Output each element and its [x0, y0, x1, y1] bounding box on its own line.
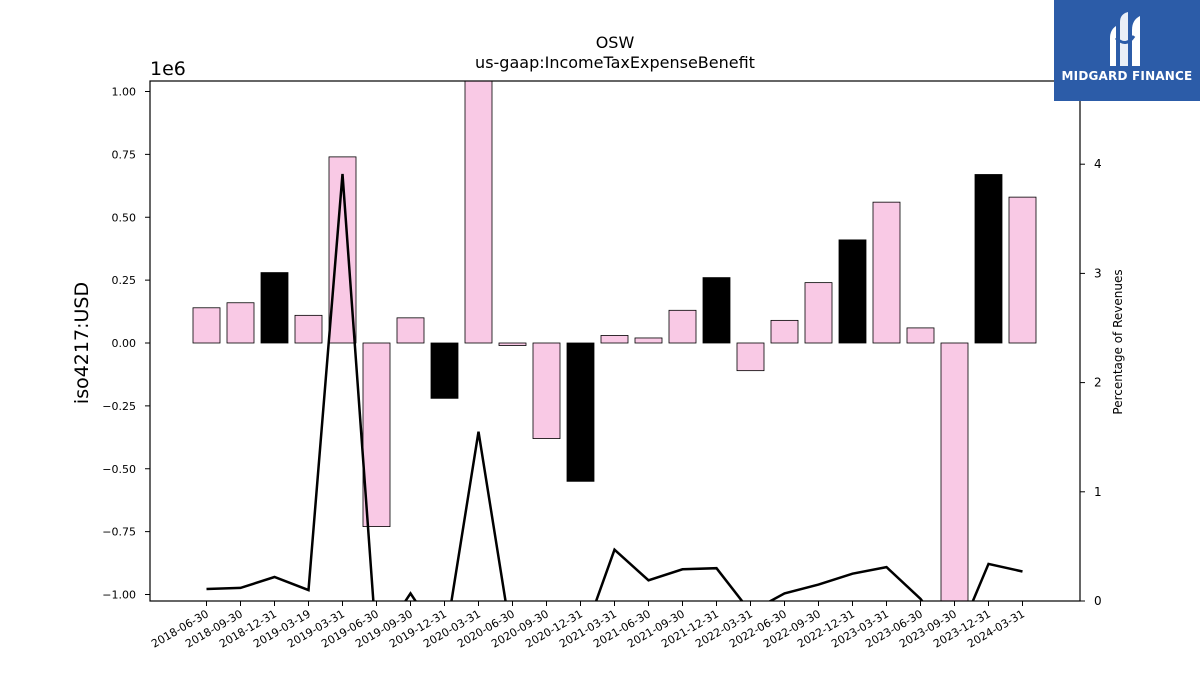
- bar-2018-06-30: [192, 307, 221, 344]
- chart-title: OSW: [596, 33, 635, 52]
- bar-2020-06-30: [498, 342, 527, 346]
- y-tick-label: 0.25: [112, 274, 137, 287]
- bar-2020-03-31: [464, 81, 493, 344]
- y-tick-label: 0.75: [112, 148, 137, 161]
- y2-axis-ticks: 0 1 2 3 4: [1080, 157, 1102, 608]
- bar-2020-09-30: [532, 342, 561, 439]
- bar-2020-12-31: [566, 342, 595, 482]
- bar-2023-06-30: [906, 327, 935, 344]
- bar-2022-06-30: [770, 319, 799, 344]
- y2-tick-label: 0: [1094, 594, 1102, 608]
- bar-group: [192, 81, 1037, 601]
- y2-tick-label: 2: [1094, 376, 1102, 390]
- y-tick-label: −1.00: [102, 589, 136, 602]
- y-tick-label: −0.25: [102, 400, 136, 413]
- y-axis-ticks: 1.00 0.75 0.50 0.25 0.00 −0.25 −0.50 −0.75 −1.00: [102, 86, 150, 602]
- chart-subtitle: us-gaap:IncomeTaxExpenseBenefit: [475, 53, 755, 72]
- bar-2019-12-31: [430, 342, 459, 399]
- y2-tick-label: 1: [1094, 485, 1102, 499]
- y-tick-label: 1.00: [112, 86, 137, 99]
- percentage-line: [206, 173, 1023, 601]
- bar-2021-06-30: [634, 337, 663, 344]
- logo-text: MIDGARD FINANCE: [1061, 69, 1193, 83]
- bar-2022-03-31: [736, 342, 765, 372]
- plot-frame: [149, 80, 1081, 602]
- bar-2019-09-30: [396, 317, 425, 344]
- bar-2023-12-31: [974, 174, 1003, 344]
- y-offset-label: 1e6: [150, 58, 186, 80]
- percentage-line-group: [206, 173, 1023, 601]
- y2-axis-label: Percentage of Revenues: [1111, 269, 1125, 414]
- y2-tick-label: 3: [1094, 266, 1102, 280]
- y-axis-label: iso4217:USD: [71, 282, 93, 404]
- y-tick-label: −0.75: [102, 526, 136, 539]
- y-tick-label: −0.50: [102, 463, 136, 476]
- brand-logo: MIDGARD FINANCE: [1054, 0, 1200, 101]
- bar-2021-12-31: [702, 277, 731, 344]
- bar-2018-12-31: [260, 272, 289, 344]
- bar-2022-09-30: [804, 282, 833, 344]
- bar-2019-06-30: [362, 342, 391, 527]
- x-axis-ticks: 2018-06-302018-09-302018-12-312019-03-19…: [149, 601, 1027, 651]
- y-tick-label: 0.50: [112, 211, 137, 224]
- y-tick-label: 0.00: [112, 337, 137, 350]
- bar-2023-09-30: [940, 342, 969, 601]
- y2-tick-label: 4: [1094, 157, 1102, 171]
- bar-2024-03-31: [1008, 196, 1037, 344]
- bar-2018-09-30: [226, 302, 255, 344]
- bar-2022-12-31: [838, 239, 867, 344]
- bar-2021-03-31: [600, 335, 629, 344]
- bar-2021-09-30: [668, 309, 697, 344]
- bar-2019-03-19: [294, 314, 323, 344]
- logo-mark-icon: [1110, 12, 1140, 66]
- bar-2023-03-31: [872, 201, 901, 344]
